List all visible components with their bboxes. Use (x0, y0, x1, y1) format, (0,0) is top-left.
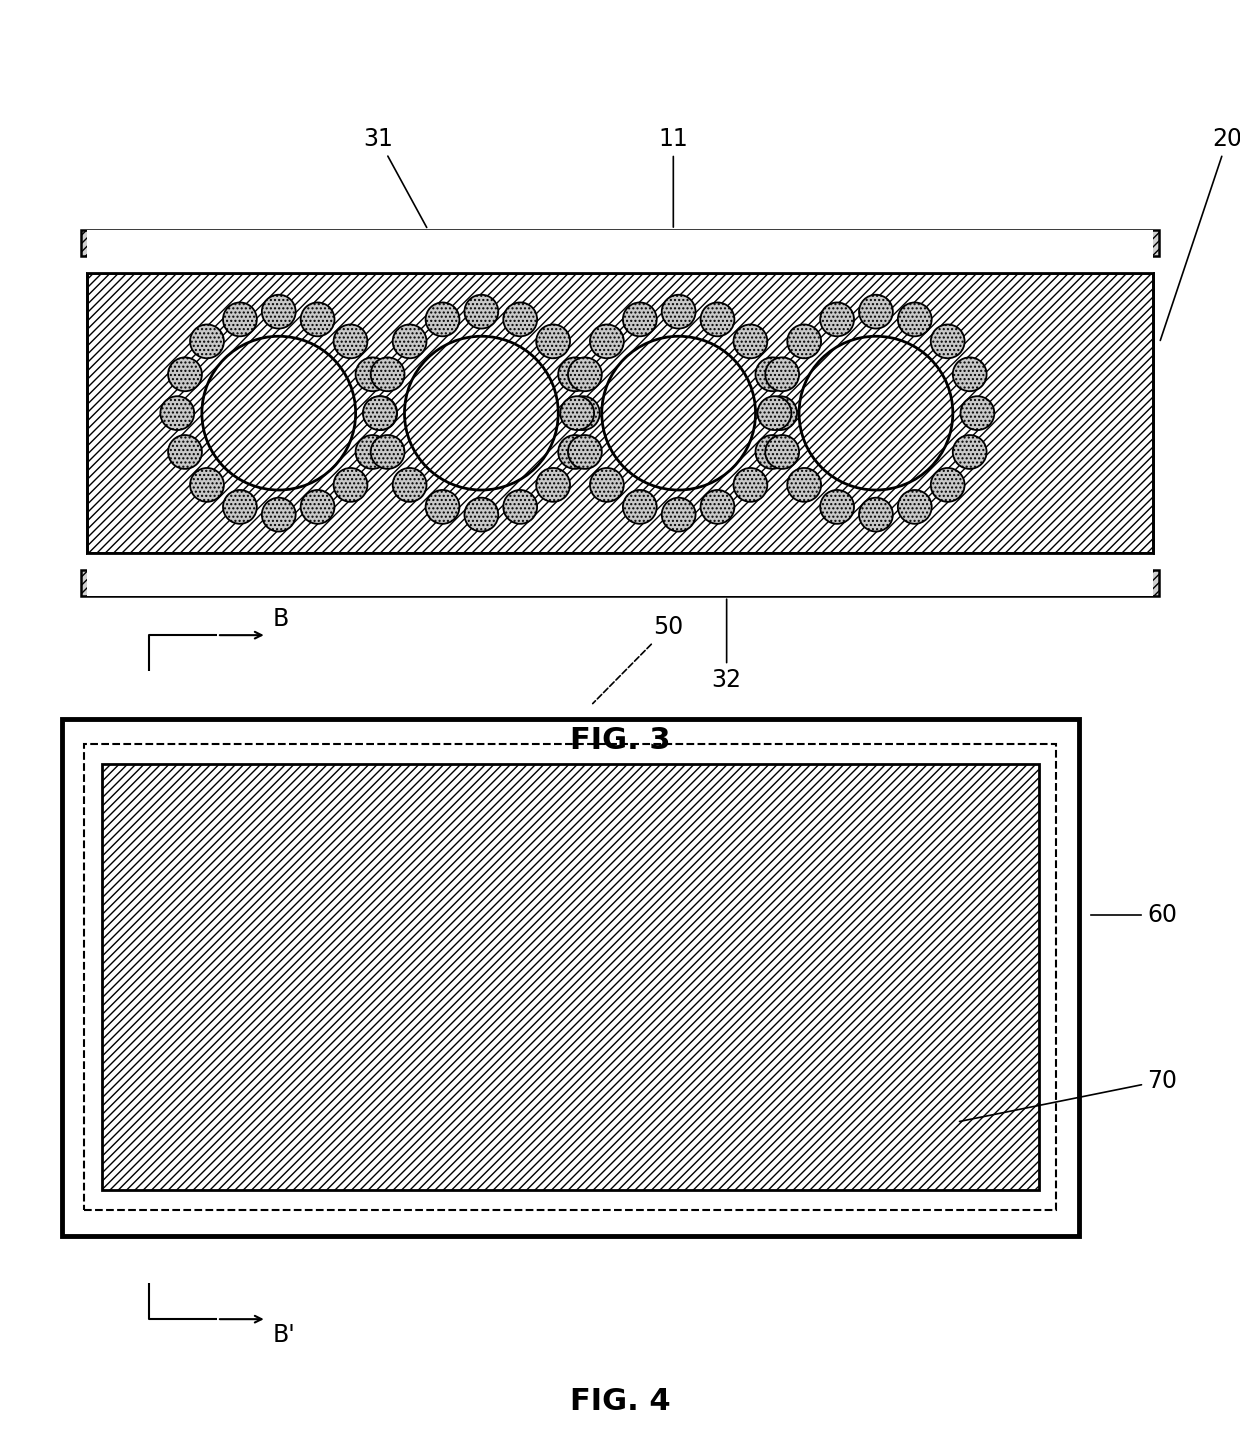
Ellipse shape (787, 325, 821, 358)
Ellipse shape (765, 435, 799, 468)
Text: 60: 60 (1147, 902, 1177, 927)
Ellipse shape (262, 295, 295, 329)
Ellipse shape (202, 336, 356, 490)
Ellipse shape (622, 490, 657, 525)
Ellipse shape (503, 302, 537, 336)
Ellipse shape (590, 325, 624, 358)
Ellipse shape (662, 497, 696, 532)
Ellipse shape (859, 295, 893, 329)
Ellipse shape (169, 435, 202, 468)
Text: 70: 70 (960, 1069, 1177, 1121)
Ellipse shape (898, 490, 931, 525)
Text: 11: 11 (658, 126, 688, 227)
Ellipse shape (952, 435, 987, 468)
Ellipse shape (622, 302, 657, 336)
Bar (84, 744, 1056, 1210)
Ellipse shape (568, 358, 601, 391)
Ellipse shape (931, 325, 965, 358)
Ellipse shape (787, 468, 821, 502)
Ellipse shape (190, 325, 224, 358)
Ellipse shape (961, 397, 994, 430)
Ellipse shape (334, 468, 367, 502)
Ellipse shape (701, 490, 734, 525)
Ellipse shape (765, 358, 799, 391)
Ellipse shape (465, 295, 498, 329)
Ellipse shape (601, 336, 755, 490)
Ellipse shape (356, 435, 389, 468)
Ellipse shape (758, 397, 791, 430)
Ellipse shape (820, 490, 854, 525)
Ellipse shape (169, 358, 202, 391)
Ellipse shape (160, 397, 195, 430)
Bar (62, 718, 1079, 1236)
Ellipse shape (425, 490, 460, 525)
Ellipse shape (393, 468, 427, 502)
Ellipse shape (799, 336, 952, 490)
Ellipse shape (565, 397, 600, 430)
Ellipse shape (662, 295, 696, 329)
Text: B': B' (273, 1323, 295, 1348)
Text: FIG. 4: FIG. 4 (569, 1387, 671, 1415)
Ellipse shape (334, 325, 367, 358)
Ellipse shape (820, 302, 854, 336)
Ellipse shape (262, 497, 295, 532)
Ellipse shape (560, 397, 594, 430)
Ellipse shape (363, 397, 397, 430)
Ellipse shape (465, 497, 498, 532)
Text: B: B (273, 606, 289, 631)
Bar (87, 230, 1153, 273)
Ellipse shape (590, 468, 624, 502)
Text: 31: 31 (363, 126, 427, 227)
Ellipse shape (952, 358, 987, 391)
Ellipse shape (536, 325, 570, 358)
Ellipse shape (755, 435, 790, 468)
Ellipse shape (371, 435, 404, 468)
Ellipse shape (755, 358, 790, 391)
Ellipse shape (536, 468, 570, 502)
Text: 32: 32 (712, 599, 742, 693)
Ellipse shape (404, 336, 558, 490)
Ellipse shape (363, 397, 397, 430)
Ellipse shape (931, 468, 965, 502)
Ellipse shape (859, 497, 893, 532)
Ellipse shape (764, 397, 797, 430)
Ellipse shape (734, 325, 768, 358)
Ellipse shape (190, 468, 224, 502)
Ellipse shape (371, 358, 404, 391)
Ellipse shape (558, 358, 591, 391)
Ellipse shape (734, 468, 768, 502)
Ellipse shape (503, 490, 537, 525)
Ellipse shape (898, 302, 931, 336)
Ellipse shape (558, 435, 591, 468)
Ellipse shape (568, 435, 601, 468)
Bar (87, 273, 1153, 553)
Ellipse shape (223, 490, 257, 525)
Bar (87, 553, 1153, 596)
Text: 50: 50 (593, 615, 683, 704)
Ellipse shape (300, 302, 335, 336)
Bar (81, 230, 1159, 256)
Ellipse shape (223, 302, 257, 336)
Bar (87, 273, 1153, 553)
Ellipse shape (425, 302, 460, 336)
Ellipse shape (300, 490, 335, 525)
Bar (81, 570, 1159, 596)
Ellipse shape (701, 302, 734, 336)
Text: 20: 20 (1161, 126, 1240, 341)
Text: FIG. 3: FIG. 3 (569, 726, 671, 754)
Bar (102, 764, 1039, 1190)
Ellipse shape (393, 325, 427, 358)
Ellipse shape (356, 358, 389, 391)
